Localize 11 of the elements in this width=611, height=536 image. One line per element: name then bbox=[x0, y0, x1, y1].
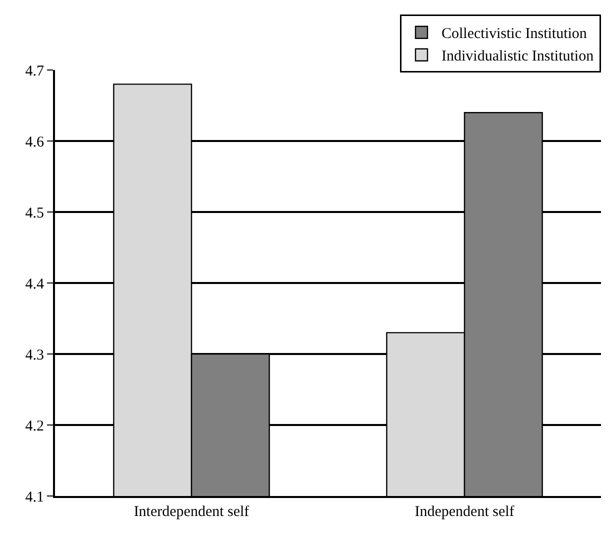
y-tick-label: 4.1 bbox=[25, 489, 44, 506]
x-tick-label: Interdependent self bbox=[134, 504, 250, 520]
legend-label: Collectivistic Institution bbox=[442, 26, 588, 42]
legend-label: Individualistic Institution bbox=[442, 48, 594, 65]
y-tick-label: 4.5 bbox=[25, 205, 44, 222]
y-tick-label: 4.7 bbox=[25, 63, 44, 80]
y-tick-label: 4.3 bbox=[25, 347, 44, 364]
y-tick-label: 4.6 bbox=[25, 134, 44, 150]
y-tick-label: 4.4 bbox=[25, 276, 44, 292]
x-tick-label: Independent self bbox=[414, 504, 514, 520]
y-tick-label: 4.2 bbox=[25, 418, 44, 434]
